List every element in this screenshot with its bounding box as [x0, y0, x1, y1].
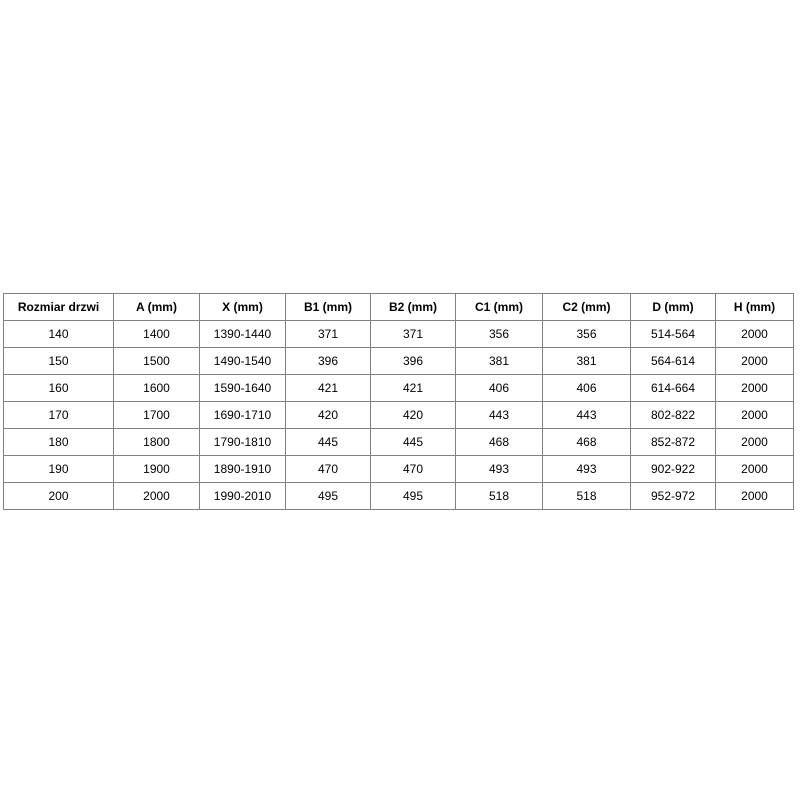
- table-cell: 495: [370, 482, 456, 510]
- column-header: B1 (mm): [285, 293, 371, 321]
- table-cell: 802-822: [630, 401, 716, 429]
- table-cell: 420: [370, 401, 456, 429]
- table-cell: 140: [3, 320, 114, 348]
- table-cell: 614-664: [630, 374, 716, 402]
- table-row: 140 1400 1390-1440 371 371 356 356 514-564 2000: [3, 320, 794, 348]
- table-cell: 381: [542, 347, 631, 375]
- table-cell: 160: [3, 374, 114, 402]
- table-cell: 445: [370, 428, 456, 456]
- table-cell: 443: [455, 401, 543, 429]
- table-cell: 150: [3, 347, 114, 375]
- column-header: H (mm): [715, 293, 794, 321]
- table-cell: 371: [370, 320, 456, 348]
- table-cell: 180: [3, 428, 114, 456]
- table-cell: 902-922: [630, 455, 716, 483]
- column-header: C1 (mm): [455, 293, 543, 321]
- table-row: 160 1600 1590-1640 421 421 406 406 614-664 2000: [3, 374, 794, 402]
- table-cell: 2000: [113, 482, 200, 510]
- column-header: A (mm): [113, 293, 200, 321]
- column-header: X (mm): [199, 293, 286, 321]
- table-cell: 1800: [113, 428, 200, 456]
- table-cell: 493: [542, 455, 631, 483]
- table-cell: 381: [455, 347, 543, 375]
- table-cell: 1590-1640: [199, 374, 286, 402]
- table-cell: 443: [542, 401, 631, 429]
- table-cell: 1500: [113, 347, 200, 375]
- table-cell: 493: [455, 455, 543, 483]
- table-cell: 190: [3, 455, 114, 483]
- table-cell: 952-972: [630, 482, 716, 510]
- table-row: 180 1800 1790-1810 445 445 468 468 852-872 2000: [3, 428, 794, 456]
- table-row: 190 1900 1890-1910 470 470 493 493 902-922 2000: [3, 455, 794, 483]
- column-header: C2 (mm): [542, 293, 631, 321]
- table-cell: 2000: [715, 455, 794, 483]
- table-row: 150 1500 1490-1540 396 396 381 381 564-614 2000: [3, 347, 794, 375]
- table-cell: 2000: [715, 320, 794, 348]
- table-row: 170 1700 1690-1710 420 420 443 443 802-822 2000: [3, 401, 794, 429]
- column-header: B2 (mm): [370, 293, 456, 321]
- table-cell: 396: [285, 347, 371, 375]
- table-cell: 2000: [715, 482, 794, 510]
- table-cell: 468: [455, 428, 543, 456]
- table-cell: 421: [285, 374, 371, 402]
- table-body: 140 1400 1390-1440 371 371 356 356 514-564 2000 1…: [3, 320, 794, 510]
- table-cell: 1890-1910: [199, 455, 286, 483]
- table-cell: 1900: [113, 455, 200, 483]
- table-row: 200 2000 1990-2010 495 495 518 518 952-972 2000: [3, 482, 794, 510]
- table-cell: 1790-1810: [199, 428, 286, 456]
- table-cell: 2000: [715, 347, 794, 375]
- table-cell: 1400: [113, 320, 200, 348]
- table-cell: 1700: [113, 401, 200, 429]
- table-cell: 495: [285, 482, 371, 510]
- table-cell: 406: [542, 374, 631, 402]
- column-header: Rozmiar drzwi: [3, 293, 114, 321]
- table-cell: 2000: [715, 401, 794, 429]
- column-header: D (mm): [630, 293, 716, 321]
- table-cell: 356: [455, 320, 543, 348]
- table-cell: 445: [285, 428, 371, 456]
- table-cell: 1390-1440: [199, 320, 286, 348]
- table-cell: 518: [542, 482, 631, 510]
- table-cell: 200: [3, 482, 114, 510]
- table-cell: 2000: [715, 428, 794, 456]
- table-cell: 1490-1540: [199, 347, 286, 375]
- table-header: Rozmiar drzwi A (mm) X (mm) B1 (mm) B2 (mm) C…: [3, 293, 794, 321]
- table-cell: 514-564: [630, 320, 716, 348]
- table-cell: 470: [370, 455, 456, 483]
- table-cell: 2000: [715, 374, 794, 402]
- table-cell: 406: [455, 374, 543, 402]
- door-size-table: Rozmiar drzwi A (mm) X (mm) B1 (mm) B2 (mm) C…: [3, 293, 794, 510]
- table-cell: 1990-2010: [199, 482, 286, 510]
- table-cell: 1600: [113, 374, 200, 402]
- table-cell: 1690-1710: [199, 401, 286, 429]
- table-cell: 518: [455, 482, 543, 510]
- size-table-container: Rozmiar drzwi A (mm) X (mm) B1 (mm) B2 (mm) C…: [3, 293, 794, 510]
- table-cell: 396: [370, 347, 456, 375]
- table-cell: 371: [285, 320, 371, 348]
- table-cell: 356: [542, 320, 631, 348]
- table-cell: 564-614: [630, 347, 716, 375]
- table-header-row: Rozmiar drzwi A (mm) X (mm) B1 (mm) B2 (mm) C…: [3, 293, 794, 321]
- table-cell: 170: [3, 401, 114, 429]
- table-cell: 421: [370, 374, 456, 402]
- table-cell: 420: [285, 401, 371, 429]
- table-cell: 468: [542, 428, 631, 456]
- table-cell: 852-872: [630, 428, 716, 456]
- table-cell: 470: [285, 455, 371, 483]
